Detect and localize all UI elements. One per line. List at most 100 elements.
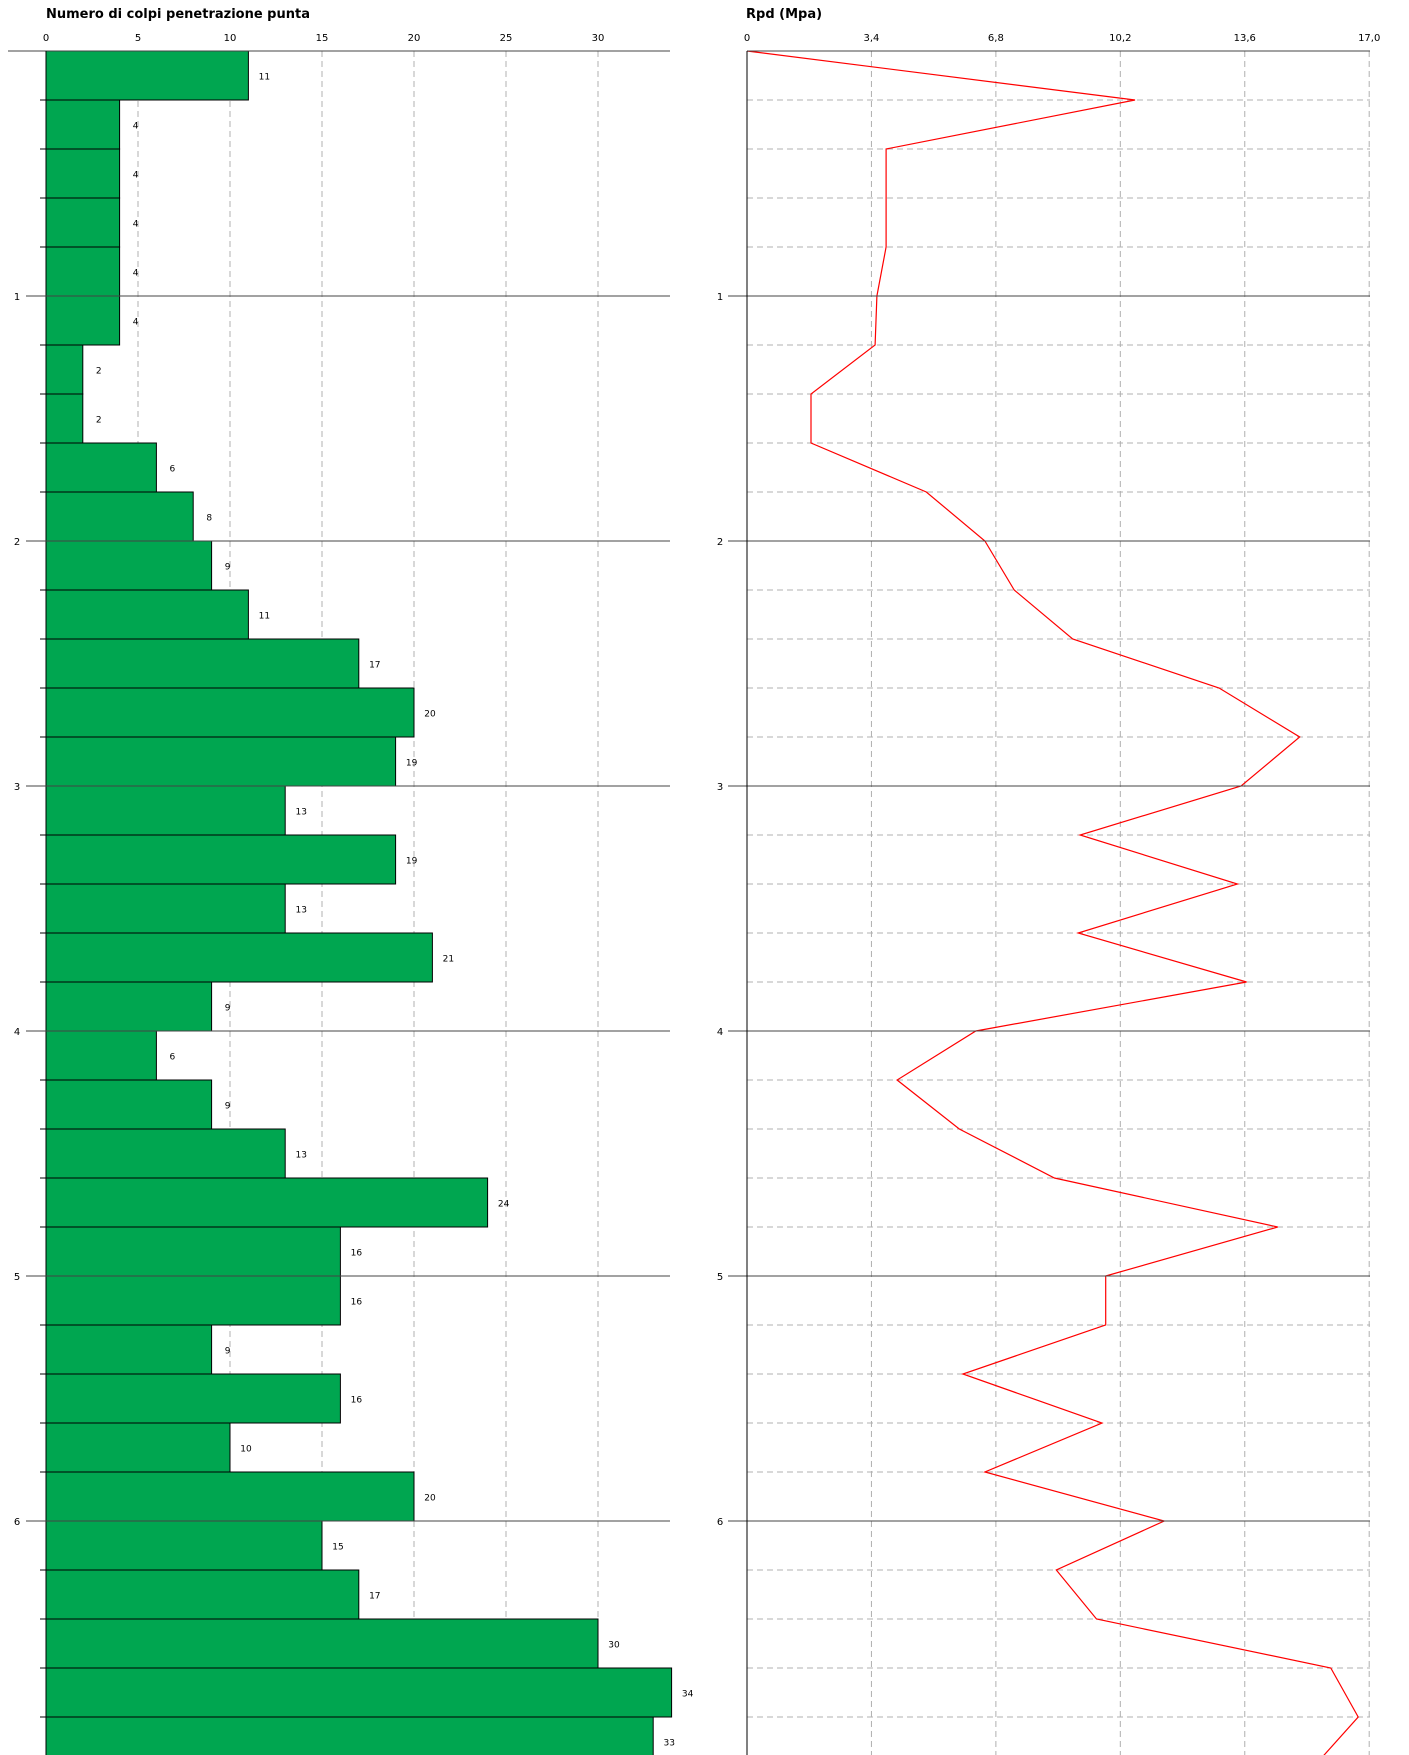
blow-count-bar: [45, 1422, 231, 1473]
blow-count-bar: [45, 1520, 323, 1571]
blow-count-bar: [45, 246, 121, 297]
blow-count-bar: [45, 1471, 415, 1522]
right-depth-tick-label: 2: [717, 537, 723, 548]
blow-count-bar: [45, 1373, 341, 1424]
blow-count-bar: [45, 1226, 341, 1277]
blow-count-value-label: 20: [424, 710, 436, 720]
left-depth-tick-label: 6: [14, 1517, 20, 1528]
left-x-tick-label: 5: [135, 33, 141, 44]
blow-count-bar: [45, 1569, 360, 1620]
left-depth-tick-label: 2: [14, 537, 20, 548]
blow-count-value-label: 4: [133, 220, 139, 230]
left-depth-tick-label: 5: [14, 1272, 20, 1283]
blow-count-bar: [45, 1030, 157, 1081]
blow-count-bar: [45, 736, 397, 787]
blow-count-bar: [45, 295, 121, 346]
bars-group: [45, 50, 673, 1755]
blow-count-value-label: 13: [295, 1151, 306, 1161]
blow-count-bar: [45, 197, 121, 248]
blow-count-value-label: 17: [369, 1592, 380, 1602]
blow-count-bar: [45, 687, 415, 738]
blow-count-bar: [45, 638, 360, 689]
blow-count-value-label: 16: [351, 1396, 363, 1406]
left-x-tick-label: 10: [224, 33, 237, 44]
blow-count-bar: [45, 981, 213, 1032]
right-depth-tick-label: 1: [717, 292, 723, 303]
left-depth-tick-label: 3: [14, 782, 20, 793]
blow-count-value-label: 34: [682, 1690, 694, 1700]
blow-count-bar: [45, 344, 84, 395]
blow-count-value-label: 4: [133, 269, 139, 279]
left-chart-title: Numero di colpi penetrazione punta: [46, 7, 310, 22]
blow-count-value-label: 9: [225, 563, 231, 573]
blow-count-value-label: 19: [406, 759, 418, 769]
blow-count-bar: [45, 1275, 341, 1326]
blow-count-value-label: 16: [351, 1249, 363, 1259]
blow-count-bar: [45, 393, 84, 444]
blow-count-value-label: 19: [406, 857, 418, 867]
blow-count-bar: [45, 1618, 599, 1669]
blow-count-value-label: 9: [225, 1102, 231, 1112]
blow-count-value-label: 4: [133, 171, 139, 181]
right-x-tick-label: 6,8: [988, 33, 1004, 44]
blow-count-value-label: 30: [608, 1641, 620, 1651]
blow-count-bar: [45, 99, 121, 150]
blow-count-value-label: 4: [133, 122, 139, 132]
blow-count-bar: [45, 1177, 489, 1228]
blow-count-value-label: 4: [133, 318, 139, 328]
right-x-tick-label: 10,2: [1109, 33, 1131, 44]
blow-count-bar: [45, 148, 121, 199]
right-x-tick-label: 13,6: [1234, 33, 1256, 44]
blow-count-bar: [45, 540, 213, 591]
blow-count-value-label: 2: [96, 367, 102, 377]
blow-count-value-label: 20: [424, 1494, 436, 1504]
right-depth-tick-label: 4: [717, 1027, 723, 1038]
blow-count-value-label: 21: [443, 955, 454, 965]
blow-count-bar: [45, 883, 286, 934]
blow-count-value-label: 16: [351, 1298, 363, 1308]
blow-count-bar: [45, 932, 433, 983]
blow-count-value-label: 24: [498, 1200, 510, 1210]
rpd-line-group: [746, 50, 1359, 1755]
blow-count-value-label: 6: [170, 1053, 176, 1063]
grid-lines: [137, 51, 1370, 1755]
left-x-tick-label: 30: [592, 33, 605, 44]
blow-count-bar: [45, 1079, 213, 1130]
right-x-tick-label: 0: [744, 33, 750, 44]
blow-count-value-label: 13: [295, 808, 306, 818]
blow-count-bar: [45, 1128, 286, 1179]
blow-count-value-label: 6: [170, 465, 176, 475]
rpd-series-line: [746, 50, 1359, 1755]
blow-count-value-label: 9: [225, 1004, 231, 1014]
blow-count-value-label: 33: [663, 1739, 674, 1749]
blow-count-value-label: 11: [259, 612, 270, 622]
blow-count-bar: [45, 1716, 654, 1755]
right-depth-tick-label: 5: [717, 1272, 723, 1283]
left-depth-tick-label: 1: [14, 292, 20, 303]
blow-count-value-label: 13: [295, 906, 306, 916]
blow-count-bar: [45, 785, 286, 836]
blow-count-bar: [45, 1667, 673, 1718]
blow-count-value-label: 10: [240, 1445, 252, 1455]
blow-count-value-label: 9: [225, 1347, 231, 1357]
left-depth-tick-label: 4: [14, 1027, 20, 1038]
text-group: Numero di colpi penetrazione punta Rpd (…: [14, 7, 1381, 1749]
right-depth-tick-label: 3: [717, 782, 723, 793]
left-x-tick-label: 25: [500, 33, 513, 44]
right-chart-title: Rpd (Mpa): [746, 7, 822, 22]
blow-count-value-label: 17: [369, 661, 380, 671]
blow-count-bar: [45, 834, 397, 885]
right-x-tick-label: 17,0: [1358, 33, 1380, 44]
right-x-tick-label: 3,4: [863, 33, 879, 44]
left-x-tick-label: 20: [408, 33, 421, 44]
blow-count-bar: [45, 442, 157, 493]
blow-count-bar: [45, 589, 249, 640]
blow-count-value-label: 2: [96, 416, 102, 426]
blow-count-bar: [45, 1324, 213, 1375]
left-x-tick-label: 0: [43, 33, 49, 44]
blow-count-bar: [45, 50, 249, 101]
blow-count-value-label: 8: [206, 514, 212, 524]
blow-count-value-label: 15: [332, 1543, 343, 1553]
axes-group: [8, 50, 1370, 1755]
